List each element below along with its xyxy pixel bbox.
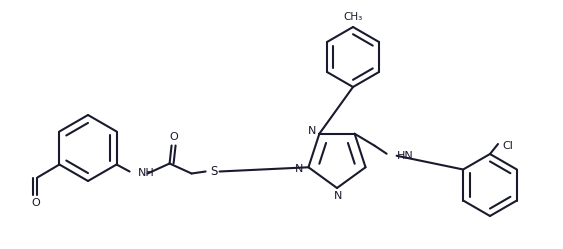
Text: O: O: [169, 132, 178, 142]
Text: O: O: [31, 198, 40, 208]
Text: N: N: [334, 191, 342, 201]
Text: Cl: Cl: [502, 141, 513, 151]
Text: HN: HN: [397, 151, 413, 161]
Text: CH₃: CH₃: [343, 12, 363, 22]
Text: N: N: [295, 164, 303, 174]
Text: NH: NH: [137, 169, 154, 179]
Text: S: S: [210, 165, 217, 178]
Text: N: N: [308, 126, 316, 136]
